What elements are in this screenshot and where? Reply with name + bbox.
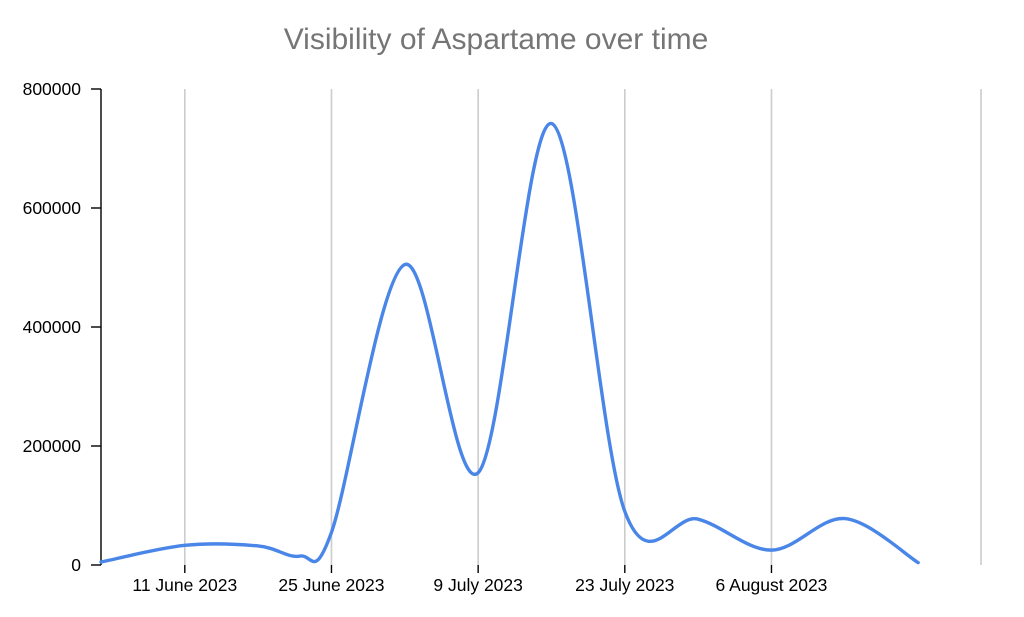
y-axis-tick-label: 0 (71, 555, 81, 575)
gridlines (184, 89, 982, 565)
data-point (843, 517, 847, 521)
data-point (298, 554, 302, 558)
chart-title: Visibility of Aspartame over time (284, 23, 709, 56)
data-point (99, 560, 103, 564)
data-point (476, 471, 480, 475)
data-point (696, 517, 700, 521)
series-layer (99, 121, 920, 565)
y-axis-tick-label: 800000 (23, 79, 82, 99)
data-point (183, 543, 187, 547)
y-axis-tick-label: 200000 (23, 436, 82, 456)
x-axis-tick-label: 23 July 2023 (575, 575, 674, 595)
x-axis-tick-label: 25 June 2023 (278, 575, 384, 595)
y-axis-tick-label: 600000 (23, 198, 82, 218)
x-axis-tick-label: 9 July 2023 (433, 575, 523, 595)
axes (91, 88, 773, 573)
x-axis-tick-labels: 11 June 2023 25 June 2023 9 July 2023 23 Ju… (132, 575, 827, 595)
data-point (769, 548, 773, 552)
data-point (256, 544, 260, 548)
series-line (99, 121, 920, 565)
data-point (623, 509, 627, 513)
data-point (916, 561, 920, 565)
y-axis-tick-label: 400000 (23, 317, 82, 337)
data-point (403, 263, 407, 267)
y-axis-tick-labels: 0 200000 400000 600000 800000 (23, 79, 82, 575)
data-point (329, 530, 333, 534)
data-point (549, 122, 553, 126)
x-axis-tick-label: 6 August 2023 (716, 575, 828, 595)
x-axis-tick-label: 11 June 2023 (132, 575, 237, 595)
